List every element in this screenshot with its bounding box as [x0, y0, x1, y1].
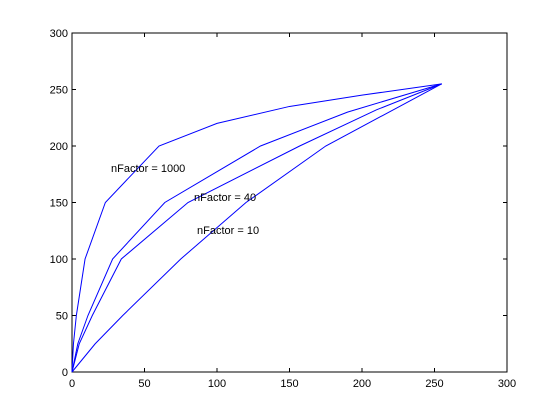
- x-tick-label: 100: [208, 378, 226, 390]
- x-tick-label: 0: [69, 378, 75, 390]
- annotation: nFactor = 40: [194, 192, 256, 204]
- line: [71, 83, 442, 373]
- y-tick-label: 300: [50, 28, 68, 40]
- y-tick-label: 100: [50, 254, 68, 266]
- y-tick-label: 200: [50, 141, 68, 153]
- x-tick-label: 150: [280, 378, 298, 390]
- y-tick-label: 0: [62, 367, 68, 379]
- annotation: nFactor = 10: [197, 225, 259, 237]
- x-tick-label: 250: [425, 378, 443, 390]
- annotation: nFactor = 1000: [111, 163, 185, 175]
- line: [71, 83, 442, 373]
- y-tick-label: 250: [50, 85, 68, 97]
- x-tick-label: 200: [353, 378, 371, 390]
- y-tick-label: 150: [50, 198, 68, 210]
- line: [71, 83, 442, 373]
- y-tick-label: 50: [56, 311, 68, 323]
- line: [71, 83, 442, 373]
- plot-area: [71, 32, 508, 373]
- x-tick-label: 50: [138, 378, 150, 390]
- x-tick-label: 300: [498, 378, 516, 390]
